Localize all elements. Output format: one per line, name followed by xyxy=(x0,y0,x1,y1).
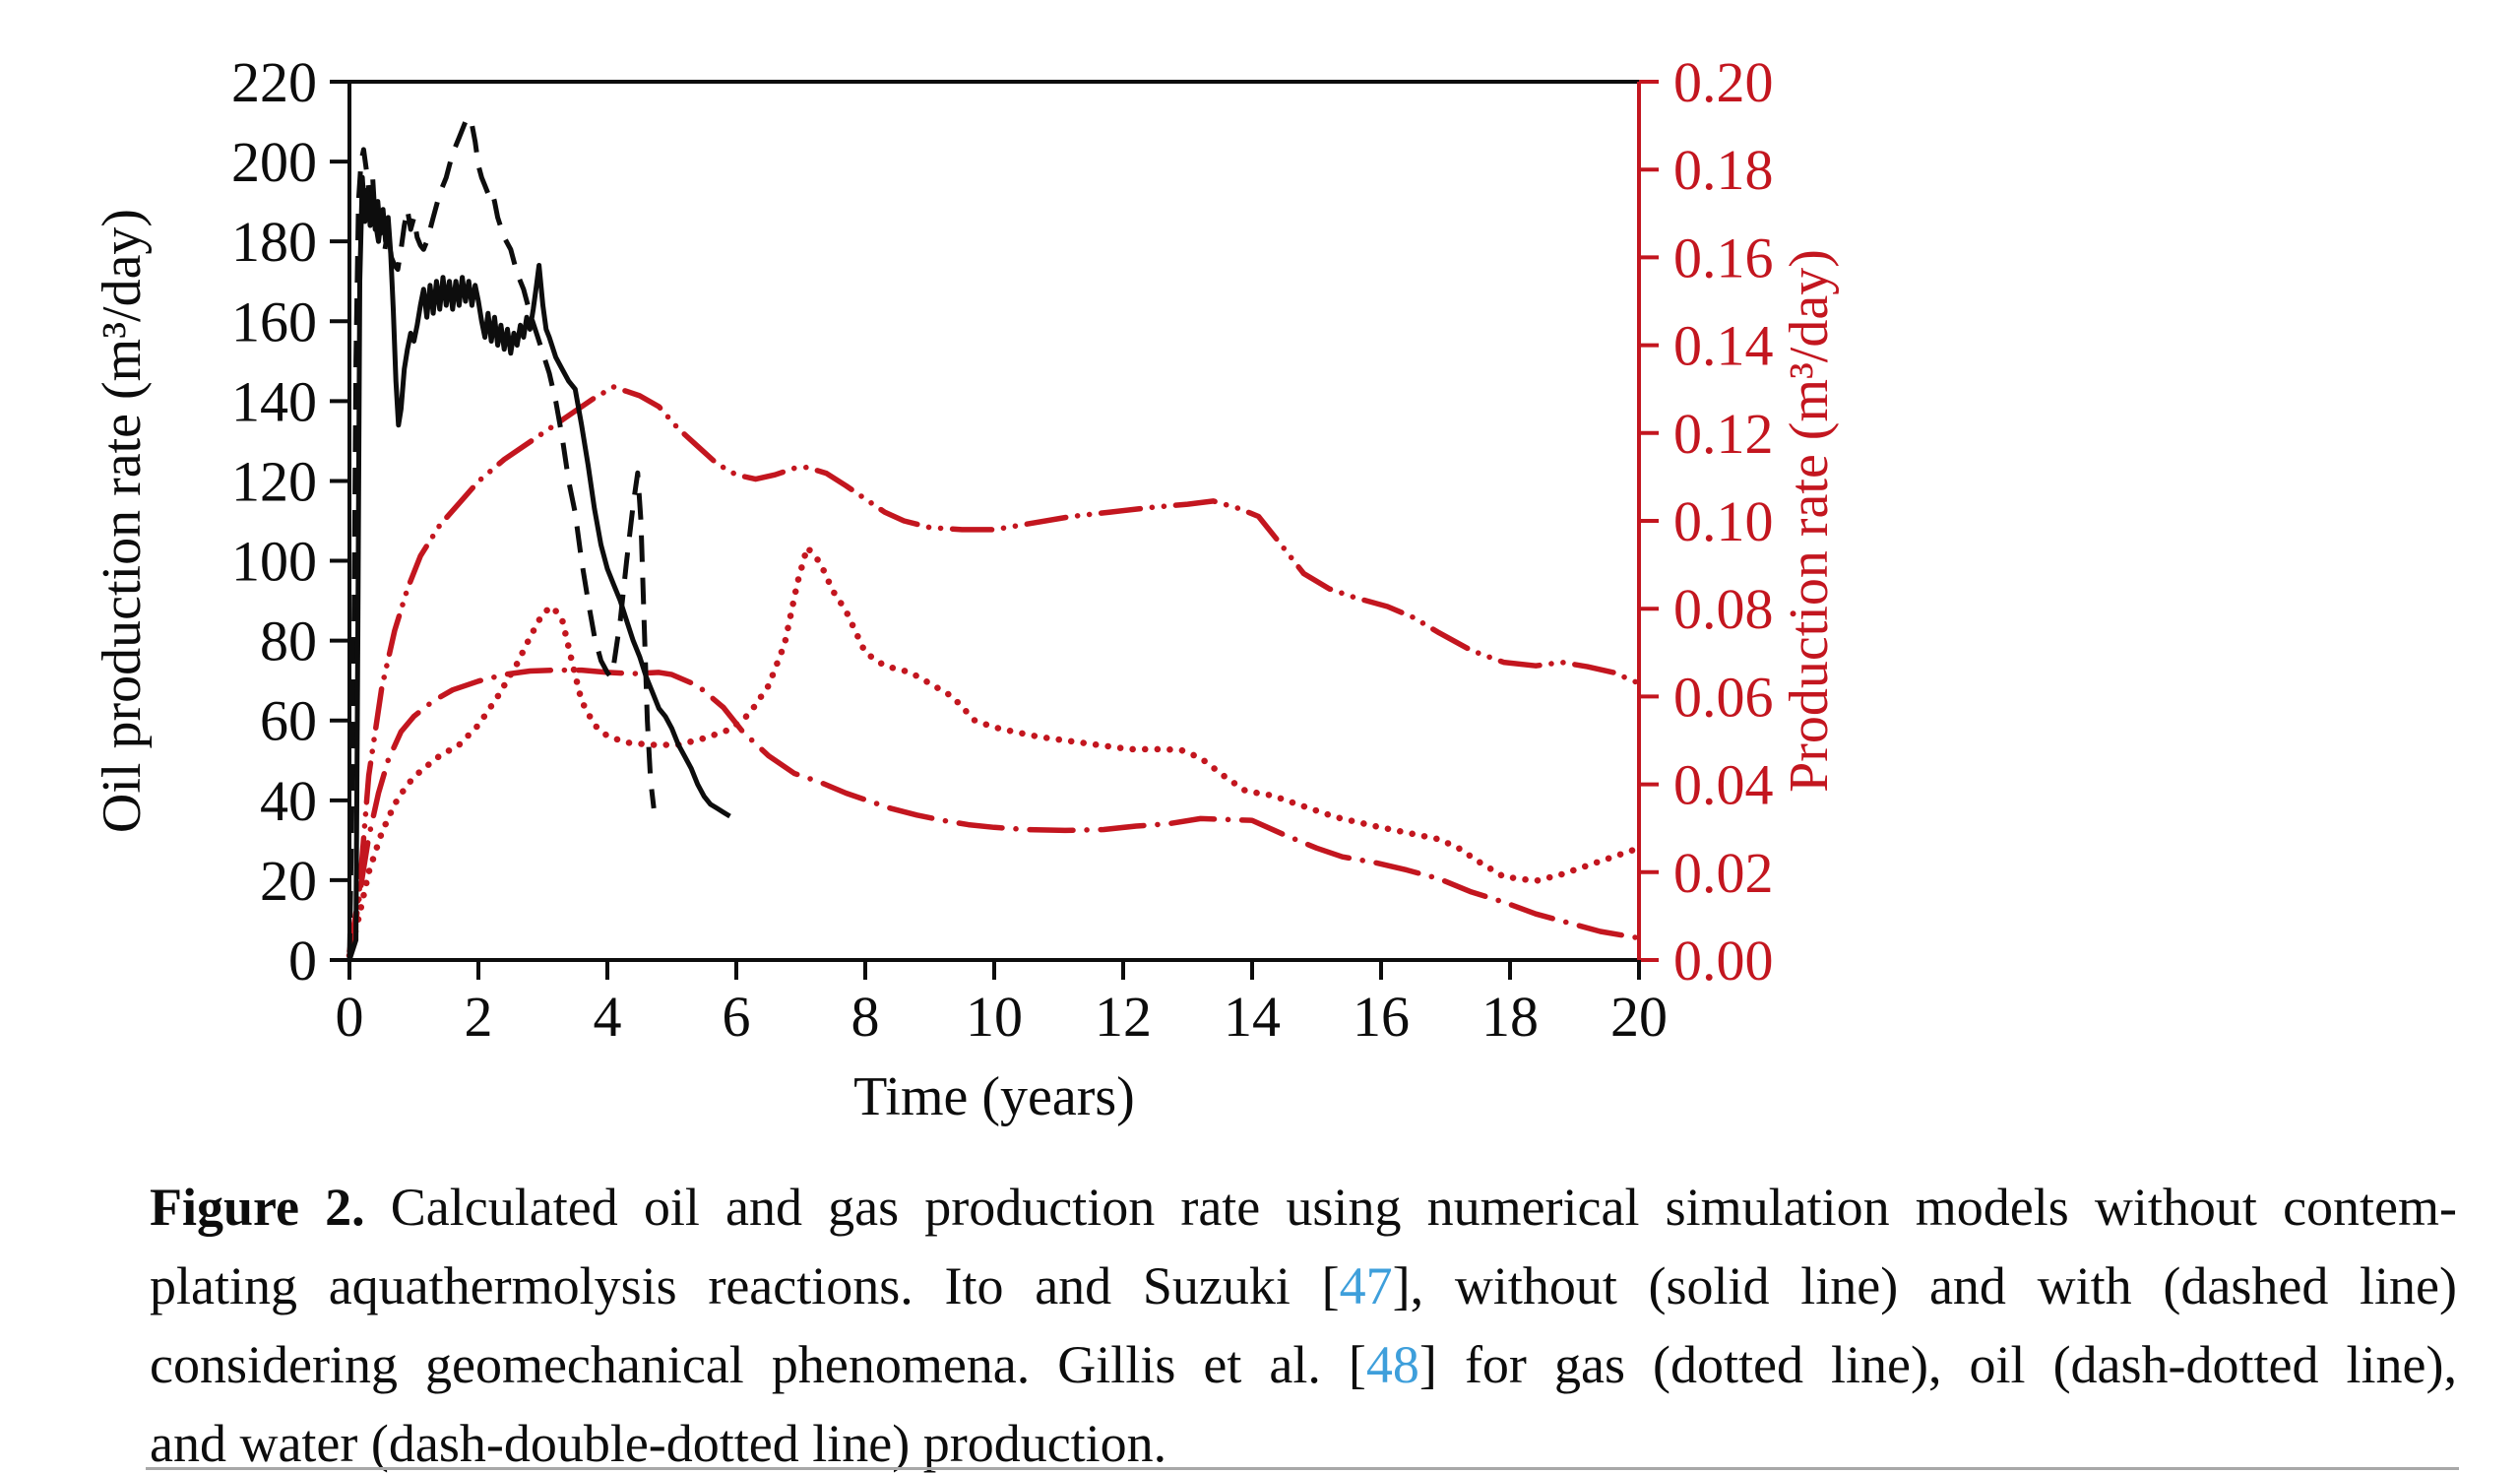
caption-text: plating aquathermolysis reactions. Ito a… xyxy=(150,1256,1340,1315)
y-right-tick-label: 0.16 xyxy=(1673,225,1774,289)
y-right-tick-label: 0.18 xyxy=(1673,138,1774,202)
figure-caption: Figure 2. Calculated oil and gas product… xyxy=(150,1168,2457,1473)
y-left-tick-label: 180 xyxy=(231,210,317,274)
y-left-tick-label: 200 xyxy=(231,130,317,194)
y-right-tick-label: 0.06 xyxy=(1673,665,1774,729)
caption-text: ] for gas (dotted line), oil (dash-dotte… xyxy=(1418,1335,2457,1394)
x-tick-label: 2 xyxy=(465,985,493,1049)
y-left-tick-label: 220 xyxy=(231,50,317,114)
x-tick-label: 16 xyxy=(1353,985,1410,1049)
y-left-tick-label: 60 xyxy=(260,689,317,753)
y-right-tick-label: 0.04 xyxy=(1673,753,1774,817)
caption-line: considering geomechanical phenomena. Gil… xyxy=(150,1325,2457,1404)
chart-series xyxy=(346,115,1643,961)
y-right-tick-label: 0.08 xyxy=(1673,577,1774,641)
y-right-tick-label: 0.14 xyxy=(1673,314,1774,378)
y-left-tick-label: 140 xyxy=(231,369,317,433)
series-dash-dot-line xyxy=(346,667,1642,959)
caption-text: and water (dash-double-dotted line) prod… xyxy=(150,1414,1167,1473)
x-tick-label: 12 xyxy=(1095,985,1152,1049)
chart-axes xyxy=(330,80,1659,980)
x-tick-label: 0 xyxy=(336,985,364,1049)
series-dash-double-dot-line xyxy=(346,384,1642,954)
x-tick-label: 18 xyxy=(1481,985,1539,1049)
y-left-tick-label: 40 xyxy=(260,769,317,833)
x-tick-label: 4 xyxy=(594,985,622,1049)
section-divider-rule xyxy=(146,1467,2459,1470)
y-left-tick-label: 0 xyxy=(288,929,317,993)
caption-line: plating aquathermolysis reactions. Ito a… xyxy=(150,1247,2457,1325)
y-left-tick-label: 160 xyxy=(231,289,317,353)
y-right-tick-label: 0.00 xyxy=(1673,929,1774,993)
caption-text: considering geomechanical phenomena. Gil… xyxy=(150,1335,1366,1394)
series-dotted-line xyxy=(346,544,1643,959)
caption-line: and water (dash-double-dotted line) prod… xyxy=(150,1404,2457,1473)
y-left-tick-label: 80 xyxy=(260,609,317,673)
caption-text: Calculated oil and gas production rate u… xyxy=(364,1178,2458,1237)
caption-text: Figure 2. xyxy=(150,1178,365,1237)
y-right-tick-label: 0.12 xyxy=(1673,402,1774,466)
x-tick-label: 6 xyxy=(723,985,751,1049)
series-dashed-line xyxy=(346,115,657,961)
y-left-tick-label: 100 xyxy=(231,530,317,594)
y-axis-title-right: Production rate (m³/day) xyxy=(1779,249,1840,793)
y-right-tick-label: 0.02 xyxy=(1673,841,1774,905)
caption-line: Figure 2. Calculated oil and gas product… xyxy=(150,1168,2457,1247)
y-left-tick-label: 20 xyxy=(260,849,317,913)
x-axis-title: Time (years) xyxy=(853,1066,1135,1127)
x-tick-label: 10 xyxy=(966,985,1023,1049)
series-solid-line xyxy=(346,174,731,961)
x-tick-label: 8 xyxy=(851,985,880,1049)
chart-tick-labels: 0204060801001201401601802002200.000.020.… xyxy=(231,50,1774,1049)
citation-link[interactable]: 48 xyxy=(1365,1335,1419,1394)
x-tick-label: 14 xyxy=(1224,985,1281,1049)
production-rate-chart: 0204060801001201401601802002200.000.020.… xyxy=(92,50,1840,1127)
citation-link[interactable]: 47 xyxy=(1339,1256,1393,1315)
y-right-tick-label: 0.10 xyxy=(1673,489,1774,553)
caption-text: ], without (solid line) and with (dashed… xyxy=(1392,1256,2457,1315)
y-left-tick-label: 120 xyxy=(231,449,317,513)
y-right-tick-label: 0.20 xyxy=(1673,50,1774,114)
y-axis-title-left: Oil production rate (m³/day) xyxy=(92,209,153,833)
x-tick-label: 20 xyxy=(1610,985,1668,1049)
